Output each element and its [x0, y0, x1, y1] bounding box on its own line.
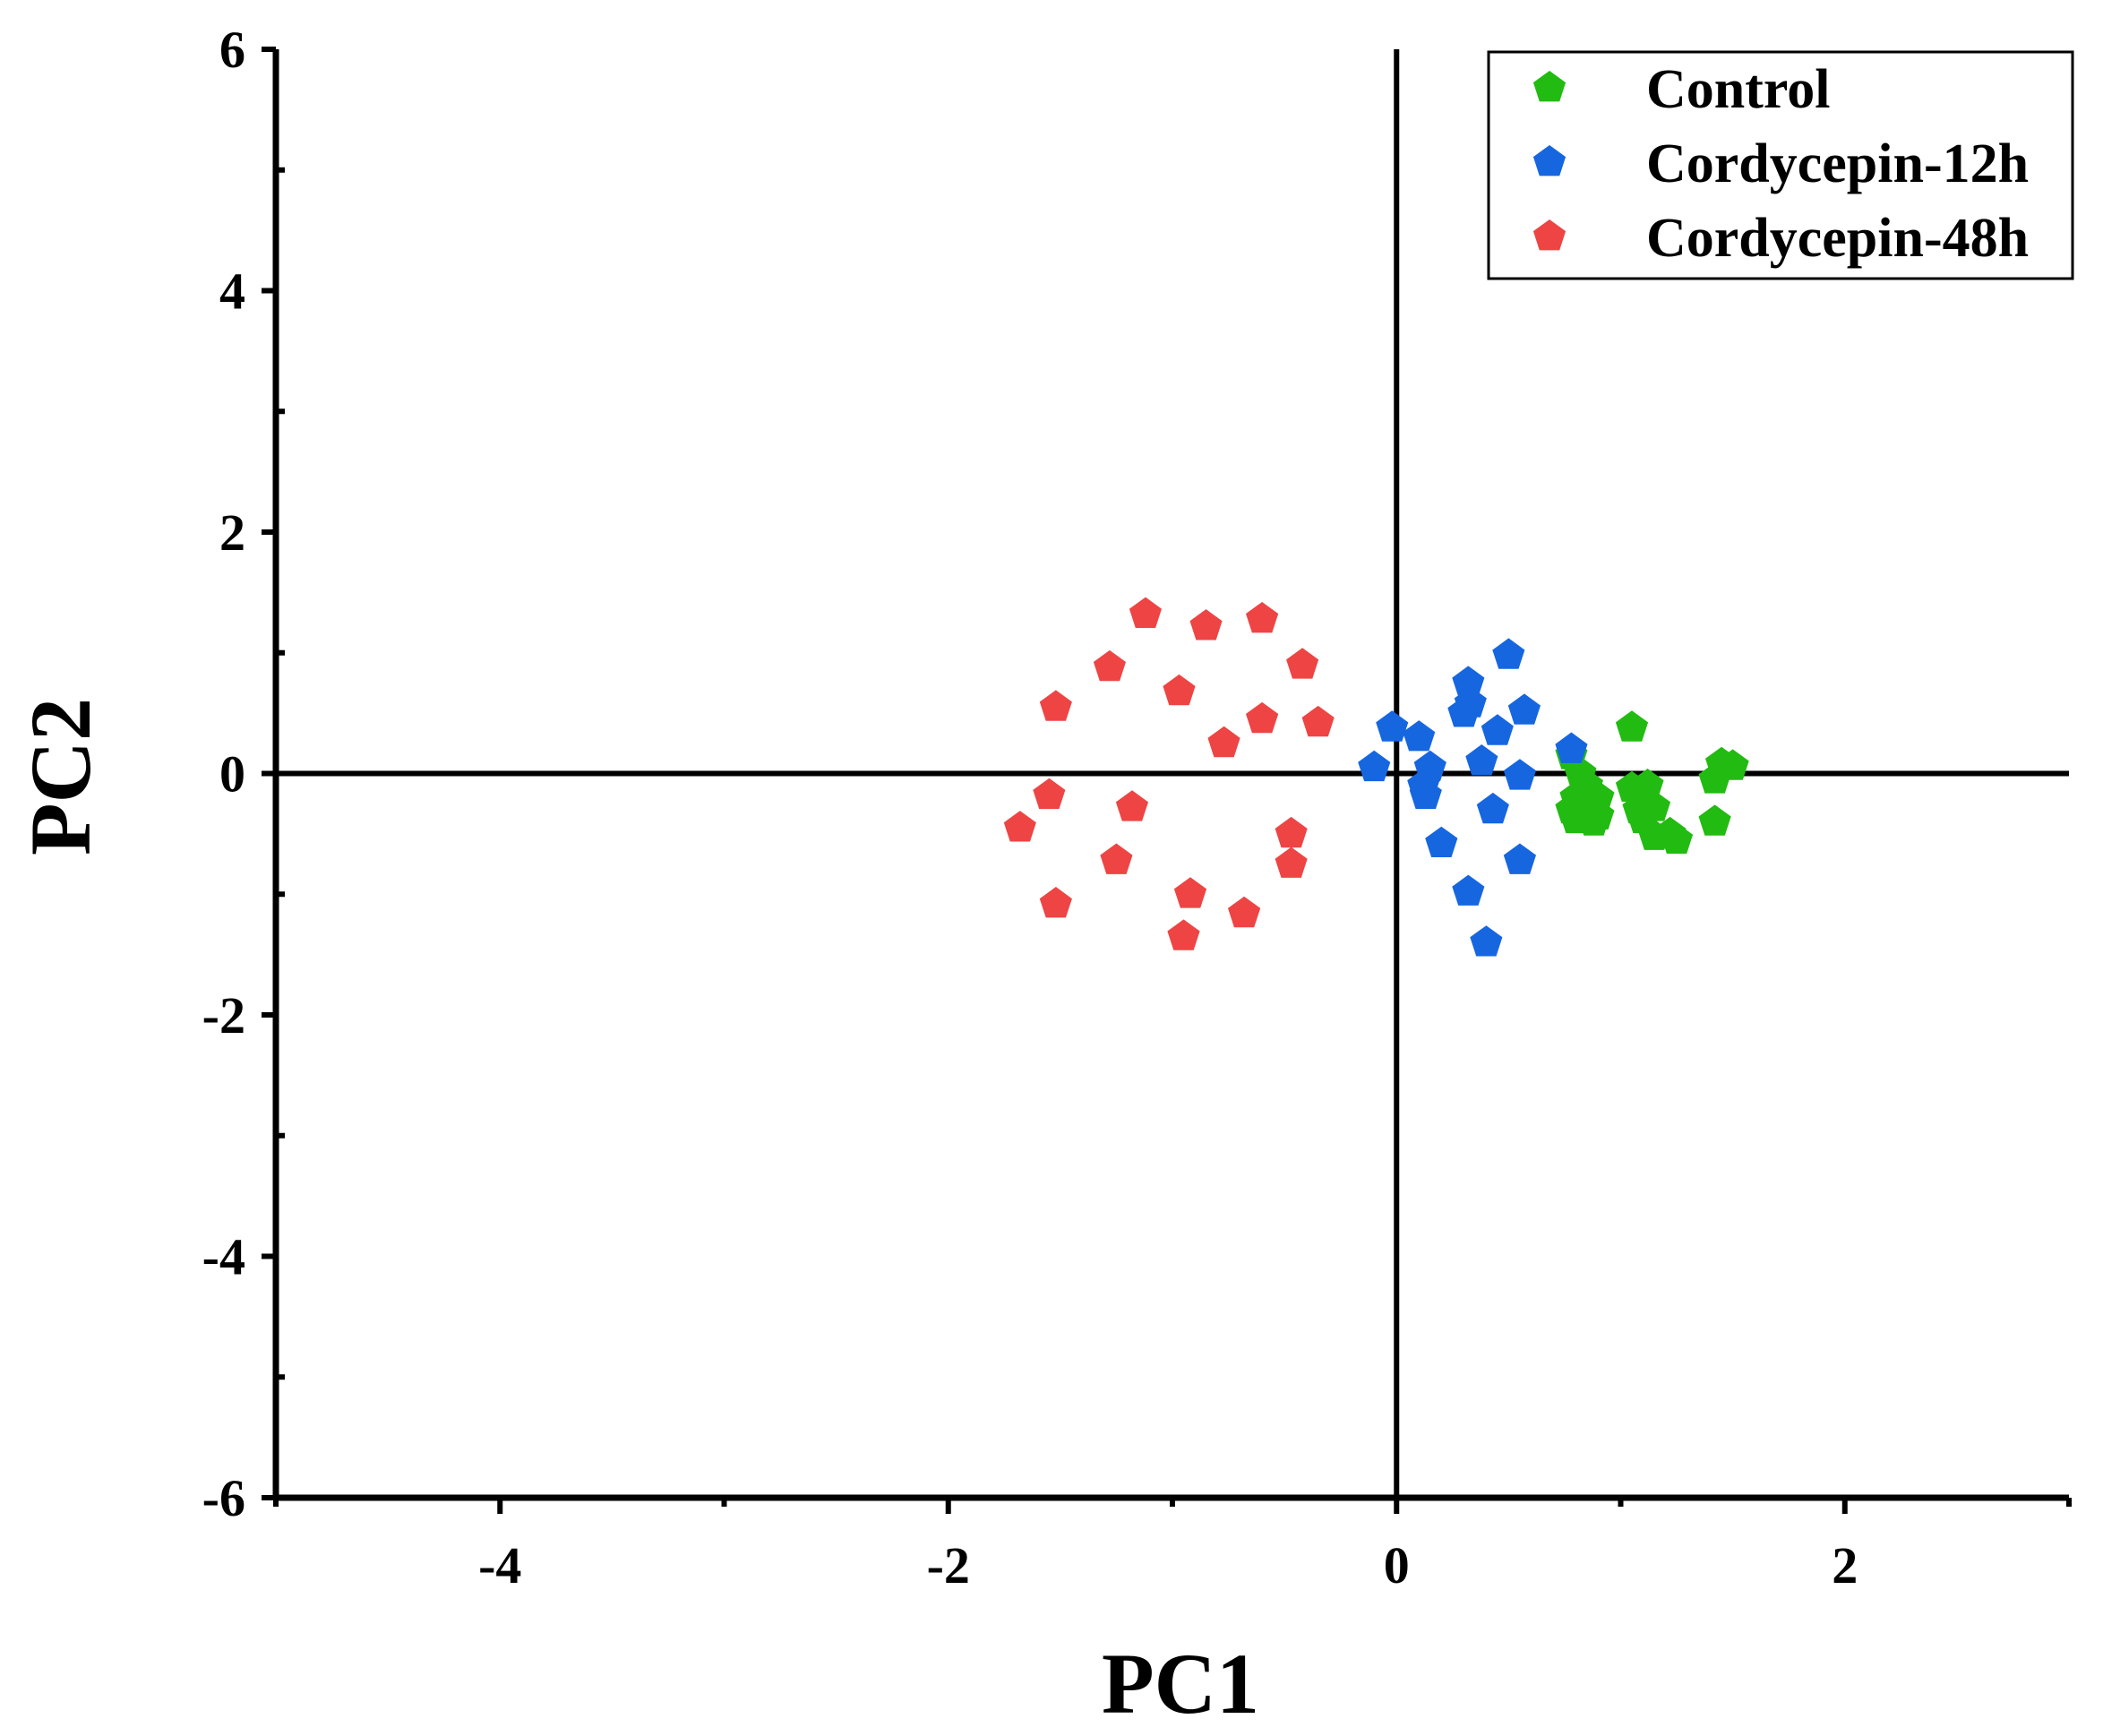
- point-control: [1698, 804, 1731, 836]
- point-cordycepin-12h: [1481, 714, 1514, 745]
- legend-marker: [1532, 219, 1567, 251]
- legend-marker: [1532, 71, 1567, 102]
- point-cordycepin-48h: [1039, 887, 1072, 918]
- legend-marker: [1532, 145, 1567, 176]
- point-cordycepin-48h: [1003, 811, 1036, 842]
- point-cordycepin-48h: [1301, 705, 1335, 737]
- point-cordycepin-12h: [1454, 686, 1487, 718]
- point-control: [1577, 804, 1610, 836]
- point-cordycepin-48h: [1033, 778, 1066, 810]
- point-cordycepin-12h: [1452, 666, 1485, 697]
- y-tick-label: -6: [202, 1469, 245, 1527]
- legend-items: Control Cordycepin-12h Cordycepin-48h: [1532, 59, 2029, 269]
- y-tick-label: 0: [219, 745, 245, 804]
- legend: Control Cordycepin-12h Cordycepin-48h: [1487, 50, 2074, 280]
- legend-item-cordycepin-12h: Cordycepin-12h: [1532, 133, 2029, 194]
- legend-label: Cordycepin-12h: [1646, 133, 2029, 194]
- point-cordycepin-48h: [1246, 701, 1279, 734]
- tick-labels: 6 4 2 0 -2 -4 -6 -4 -2 0 2: [202, 21, 1858, 1594]
- point-cordycepin-48h: [1163, 674, 1196, 706]
- y-tick-label: 4: [219, 262, 245, 321]
- point-cordycepin-48h: [1286, 648, 1319, 679]
- legend-item-control: Control: [1532, 59, 1831, 120]
- point-cordycepin-48h: [1129, 597, 1162, 628]
- point-cordycepin-12h: [1452, 874, 1485, 906]
- legend-box: [1487, 50, 2074, 280]
- series-control: [1555, 710, 1749, 854]
- point-cordycepin-12h: [1507, 693, 1541, 725]
- point-cordycepin-48h: [1173, 877, 1207, 908]
- point-cordycepin-48h: [1275, 816, 1308, 848]
- point-cordycepin-48h: [1228, 896, 1261, 928]
- point-cordycepin-48h: [1167, 919, 1200, 950]
- series-cordycepin-48h: [1003, 597, 1335, 950]
- legend-label: Cordycepin-48h: [1646, 208, 2029, 269]
- tick-marks: [262, 47, 2072, 1514]
- point-cordycepin-12h: [1403, 720, 1436, 752]
- series-cordycepin-12h: [1358, 638, 1588, 957]
- point-cordycepin-12h: [1503, 843, 1536, 874]
- point-cordycepin-48h: [1207, 726, 1240, 758]
- point-cordycepin-48h: [1275, 847, 1308, 878]
- point-cordycepin-48h: [1115, 790, 1148, 821]
- x-tick-label: 2: [1832, 1536, 1858, 1594]
- point-cordycepin-12h: [1470, 925, 1503, 957]
- x-tick-label: -4: [478, 1536, 521, 1594]
- point-cordycepin-12h: [1555, 732, 1588, 763]
- point-cordycepin-48h: [1039, 690, 1072, 721]
- point-cordycepin-12h: [1476, 792, 1509, 824]
- point-cordycepin-12h: [1376, 710, 1409, 742]
- point-control: [1653, 816, 1687, 848]
- x-axis-title: PC1: [1102, 1636, 1259, 1732]
- point-control: [1582, 780, 1615, 812]
- y-tick-label: 2: [219, 503, 245, 562]
- data-points: [1003, 597, 1749, 957]
- point-control: [1615, 710, 1649, 742]
- y-axis-title: PC2: [13, 698, 108, 855]
- point-cordycepin-48h: [1100, 843, 1133, 874]
- point-cordycepin-12h: [1409, 778, 1442, 810]
- point-cordycepin-12h: [1503, 759, 1536, 790]
- point-control: [1716, 749, 1749, 780]
- legend-item-cordycepin-48h: Cordycepin-48h: [1532, 208, 2029, 269]
- y-tick-label: 6: [219, 21, 245, 79]
- point-cordycepin-12h: [1465, 744, 1498, 776]
- point-cordycepin-12h: [1425, 826, 1458, 857]
- y-tick-label: -4: [202, 1228, 245, 1286]
- point-cordycepin-12h: [1358, 750, 1391, 782]
- point-cordycepin-48h: [1093, 649, 1126, 682]
- x-tick-label: -2: [927, 1536, 970, 1594]
- y-tick-label: -2: [202, 986, 245, 1044]
- legend-label: Control: [1646, 59, 1831, 120]
- point-cordycepin-12h: [1492, 638, 1525, 669]
- point-cordycepin-48h: [1246, 602, 1279, 633]
- x-tick-label: 0: [1384, 1536, 1410, 1594]
- point-cordycepin-48h: [1189, 609, 1223, 640]
